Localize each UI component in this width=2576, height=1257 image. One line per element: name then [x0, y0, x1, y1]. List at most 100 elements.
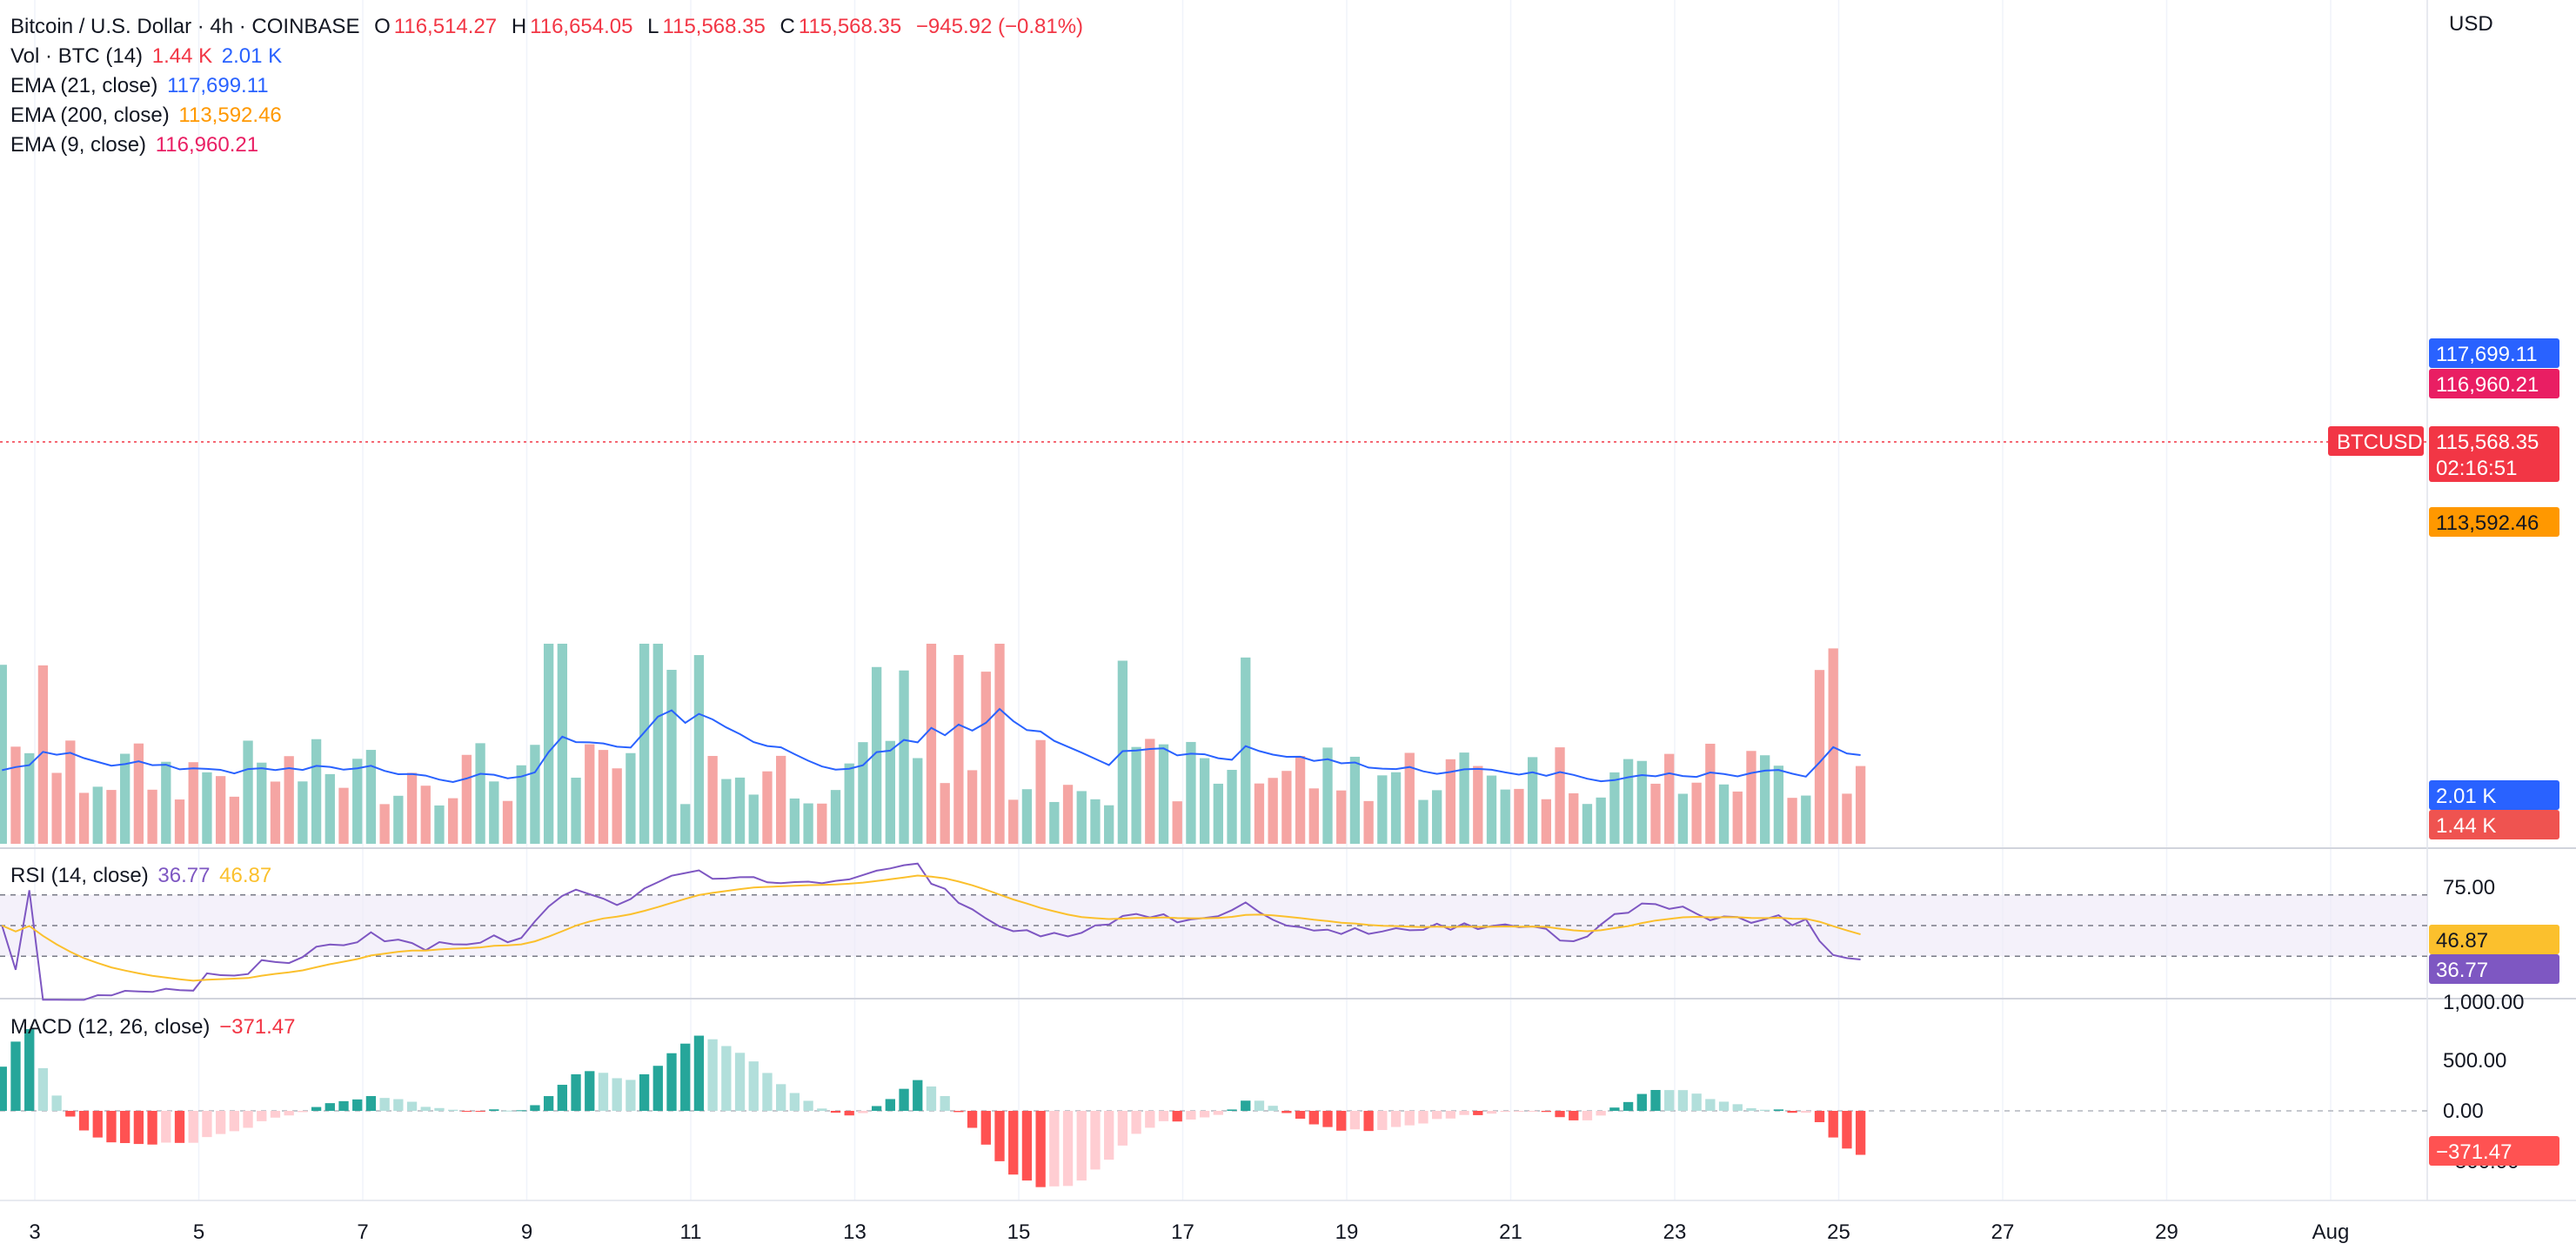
- macd-histogram-bar: [871, 1106, 882, 1111]
- macd-histogram-bar: [1432, 1111, 1442, 1120]
- macd-histogram-bar: [748, 1061, 759, 1111]
- currency-label[interactable]: USD: [2449, 12, 2493, 36]
- volume-bar: [1500, 789, 1510, 844]
- macd-histogram-bar: [626, 1080, 636, 1111]
- volume-bar: [1582, 804, 1593, 844]
- macd-value: −371.47: [219, 1015, 296, 1039]
- volume-bar: [680, 804, 691, 844]
- volume-bar: [1199, 758, 1210, 844]
- macd-histogram-bar: [1787, 1111, 1797, 1113]
- macd-histogram-bar: [475, 1111, 485, 1112]
- volume-bar: [133, 743, 144, 844]
- high-value: 116,654.05: [530, 15, 633, 38]
- ema9-legend[interactable]: EMA (9, close) 116,960.21: [10, 130, 262, 160]
- macd-legend[interactable]: MACD (12, 26, close) −371.47: [10, 1013, 299, 1042]
- volume-bar: [1254, 783, 1265, 844]
- macd-histogram-bar: [1281, 1111, 1292, 1113]
- macd-histogram-bar: [1186, 1111, 1196, 1120]
- macd-histogram-bar: [762, 1073, 773, 1111]
- macd-histogram-bar: [707, 1039, 718, 1111]
- last-price-badge: [2429, 426, 2559, 482]
- rsi-tick-label: 75.00: [2443, 876, 2495, 899]
- volume-bar: [1213, 783, 1223, 844]
- vol-ma-label: 2.01 K: [2436, 785, 2496, 808]
- macd-histogram-bar: [1336, 1111, 1347, 1131]
- macd-histogram-bar: [1814, 1111, 1825, 1123]
- ema200-legend[interactable]: EMA (200, close) 113,592.46: [10, 101, 285, 130]
- close-label: C: [779, 15, 795, 38]
- macd-histogram-bar: [1732, 1104, 1743, 1111]
- macd-histogram-bar: [406, 1101, 418, 1111]
- volume-bar: [1145, 739, 1155, 844]
- volume-bar: [707, 756, 718, 844]
- macd-histogram-bar: [926, 1086, 937, 1111]
- rsi-legend[interactable]: RSI (14, close) 36.77 46.87: [10, 861, 275, 891]
- macd-histogram-bar: [1445, 1111, 1456, 1119]
- volume-bar: [338, 787, 349, 844]
- macd-histogram-bar: [51, 1095, 62, 1111]
- rsi-badge: [2429, 954, 2559, 984]
- macd-histogram-bar: [489, 1109, 499, 1111]
- close-value: 115,568.35: [798, 15, 902, 38]
- symbol-title[interactable]: Bitcoin / U.S. Dollar · 4h · COINBASE: [10, 15, 360, 38]
- macd-histogram-bar: [1035, 1111, 1046, 1187]
- ema21-legend[interactable]: EMA (21, close) 117,699.11: [10, 71, 272, 101]
- volume-bar: [817, 803, 827, 844]
- time-tick-label: 9: [521, 1220, 532, 1244]
- ema200-badge: [2429, 507, 2559, 537]
- macd-histogram-bar: [693, 1035, 705, 1111]
- volume-bar: [1049, 801, 1060, 844]
- volume-bar: [1322, 747, 1333, 844]
- volume-bar: [325, 773, 335, 844]
- volume-bar: [1596, 797, 1606, 844]
- macd-last-badge: [2429, 1136, 2559, 1166]
- volume-bar: [871, 666, 882, 844]
- macd-histogram-bar: [1514, 1111, 1524, 1113]
- volume-bar: [1650, 783, 1661, 844]
- vol-legend[interactable]: Vol · BTC (14) 1.44 K 2.01 K: [10, 42, 285, 71]
- macd-histogram-bar: [666, 1053, 677, 1111]
- macd-histogram-bar: [844, 1111, 854, 1116]
- rsi-ma-value: 46.87: [219, 864, 272, 887]
- vol-label: Vol · BTC (14): [10, 44, 144, 68]
- volume-bar: [858, 742, 868, 844]
- volume-bar: [1636, 760, 1647, 844]
- volume-bar: [475, 743, 485, 844]
- volume-bar: [188, 762, 198, 844]
- volume-bar: [298, 781, 308, 844]
- macd-histogram-bar: [1486, 1111, 1497, 1114]
- macd-histogram-bar: [980, 1111, 991, 1145]
- macd-histogram-bar: [598, 1073, 609, 1111]
- rsi-pane: [0, 862, 2427, 1001]
- macd-histogram-bar: [1308, 1111, 1319, 1125]
- volume-bar: [639, 644, 650, 844]
- volume-bar: [51, 772, 62, 844]
- macd-histogram-bar: [1145, 1111, 1155, 1128]
- volume-bar: [1349, 756, 1361, 844]
- price-axis: 124,000.00122,000.00120,000.00118,000.00…: [2328, 338, 2559, 1173]
- ema21-badge: [2429, 338, 2559, 368]
- macd-histogram-bar: [243, 1111, 253, 1128]
- macd-histogram-bar: [298, 1111, 308, 1113]
- macd-histogram-bar: [1569, 1111, 1579, 1120]
- volume-bar: [1486, 775, 1497, 844]
- volume-bar: [885, 740, 895, 844]
- volume-bar: [1432, 790, 1442, 844]
- macd-histogram-bar: [789, 1093, 800, 1111]
- macd-histogram-bar: [1090, 1111, 1101, 1170]
- macd-histogram-bar: [1691, 1093, 1702, 1111]
- time-axis: 3 5 7 9 11 13 15 17 19 21 23 25 27 29 Aug: [29, 1220, 2349, 1244]
- volume-bar: [1801, 795, 1811, 844]
- volume-bar: [270, 781, 281, 844]
- vol-ma-value: 2.01 K: [221, 44, 283, 68]
- volume-bar: [585, 744, 595, 844]
- volume-bar: [612, 768, 622, 844]
- volume-bar: [1377, 775, 1388, 844]
- volume-bar: [1035, 739, 1046, 844]
- macd-histogram-bar: [817, 1108, 827, 1111]
- volume-bar: [1227, 769, 1237, 844]
- rsi-ma-badge: [2429, 925, 2559, 954]
- volume-bar: [284, 756, 294, 844]
- volume-bar: [666, 670, 677, 844]
